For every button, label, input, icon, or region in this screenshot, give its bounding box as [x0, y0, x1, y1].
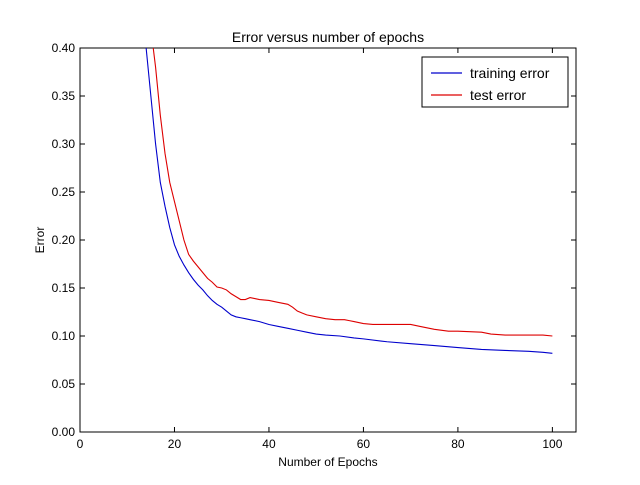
series-line-training-error [145, 48, 553, 354]
y-tick-label: 0.15 [52, 281, 76, 295]
legend-box [421, 56, 569, 108]
series-line-test-error [152, 48, 553, 337]
plot-frame [79, 47, 577, 433]
y-tick-label: 0.00 [52, 425, 76, 439]
x-axis-label: Number of Epochs [278, 455, 377, 469]
y-tick-label: 0.25 [52, 185, 76, 199]
x-tick-label: 0 [77, 437, 84, 451]
y-axis: 0.00 0.05 0.10 0.15 0.20 0.25 0.30 0.35 0.40 [52, 41, 576, 439]
y-tick-label: 0.30 [52, 137, 76, 151]
legend: training error test error [421, 56, 569, 108]
x-tick-label: 100 [542, 437, 562, 451]
legend-label: test error [470, 87, 526, 103]
x-tick-label: 60 [357, 437, 371, 451]
legend-label: training error [470, 65, 550, 81]
x-tick-label: 20 [168, 437, 182, 451]
y-axis-label: Error [33, 227, 47, 254]
y-tick-label: 0.10 [52, 329, 76, 343]
y-tick-label: 0.20 [52, 233, 76, 247]
chart-title: Error versus number of epochs [232, 29, 424, 45]
y-tick-label: 0.40 [52, 41, 76, 55]
series-group [145, 48, 553, 354]
y-tick-label: 0.05 [52, 377, 76, 391]
x-tick-label: 40 [262, 437, 276, 451]
plot-area [79, 47, 577, 433]
x-tick-label: 80 [451, 437, 465, 451]
y-tick-label: 0.35 [52, 89, 76, 103]
x-axis: 0 20 40 60 80 100 [77, 48, 563, 451]
